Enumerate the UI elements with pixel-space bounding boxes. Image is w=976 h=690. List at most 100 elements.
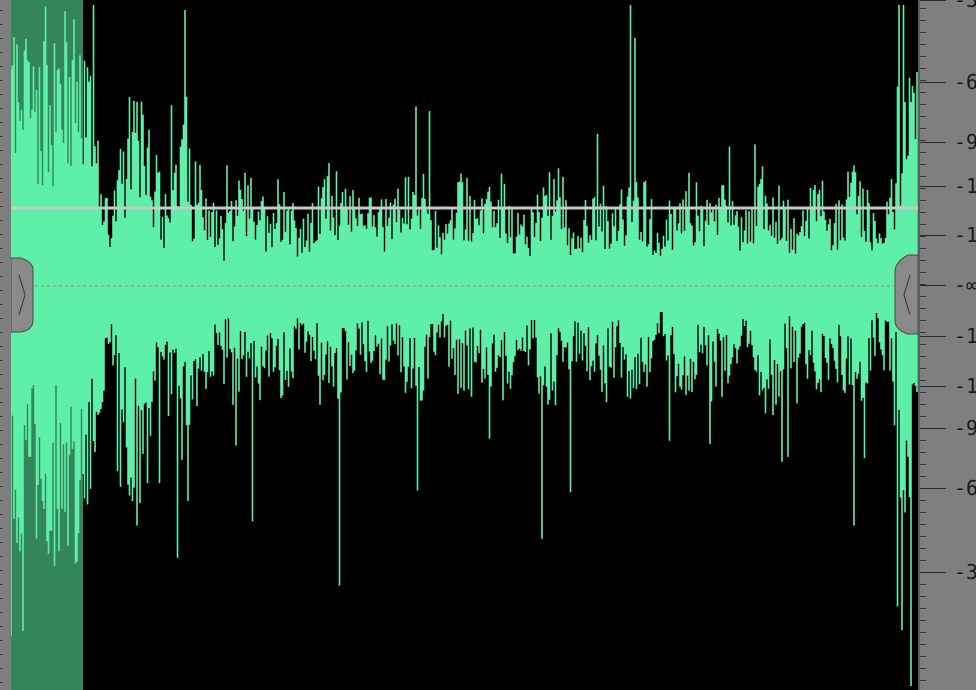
- ruler-tick: [920, 68, 926, 69]
- right-selection-handle[interactable]: [894, 254, 918, 335]
- ruler-label: -1: [954, 174, 976, 198]
- left-ruler-tick: [0, 514, 3, 515]
- ruler-tick: [920, 524, 926, 525]
- left-ruler-tick: [0, 150, 3, 151]
- ruler-tick: [920, 392, 926, 393]
- ruler-tick: [920, 224, 926, 225]
- left-ruler-tick: [0, 612, 3, 613]
- ruler-tick: [920, 560, 926, 561]
- ruler-tick: [920, 620, 926, 621]
- left-ruler-tick: [0, 94, 3, 95]
- ruler-tick: [920, 608, 926, 609]
- ruler-tick: [920, 188, 926, 189]
- left-ruler-tick: [0, 164, 3, 165]
- left-ruler-tick: [0, 346, 3, 347]
- ruler-tick: [920, 656, 926, 657]
- left-ruler-tick: [0, 486, 3, 487]
- ruler-tick: [920, 380, 926, 381]
- left-ruler-tick: [0, 52, 3, 53]
- ruler-tick: [920, 536, 926, 537]
- left-ruler-tick: [0, 276, 3, 277]
- waveform-dense-region: [11, 0, 83, 690]
- ruler-label: -6: [954, 476, 976, 500]
- left-ruler-tick: [0, 430, 3, 431]
- ruler-major-tick: [920, 285, 946, 286]
- ruler-tick: [920, 368, 926, 369]
- ruler-label: -1: [954, 374, 976, 398]
- left-ruler-tick: [0, 500, 3, 501]
- ruler-tick: [920, 464, 926, 465]
- ruler-label: -3: [954, 0, 976, 12]
- ruler-tick: [920, 416, 926, 417]
- ruler-tick: [920, 272, 926, 273]
- ruler-major-tick: [920, 142, 946, 143]
- ruler-label: -9: [954, 130, 976, 154]
- left-ruler-tick: [0, 542, 3, 543]
- ruler-tick: [920, 344, 926, 345]
- left-ruler-tick: [0, 332, 3, 333]
- ruler-tick: [920, 32, 926, 33]
- left-ruler-tick: [0, 318, 3, 319]
- ruler-tick: [920, 56, 926, 57]
- ruler-tick: [920, 260, 926, 261]
- left-ruler-tick: [0, 304, 3, 305]
- ruler-tick: [920, 548, 926, 549]
- ruler-label: -3: [954, 560, 976, 584]
- left-ruler-tick: [0, 402, 3, 403]
- ruler-tick: [920, 476, 926, 477]
- ruler-tick: [920, 8, 926, 9]
- ruler-tick: [920, 680, 926, 681]
- waveform-display[interactable]: [11, 0, 918, 690]
- left-ruler-tick: [0, 178, 3, 179]
- ruler-tick: [920, 404, 926, 405]
- left-ruler-tick: [0, 668, 3, 669]
- ruler-tick: [920, 80, 926, 81]
- left-ruler-tick: [0, 654, 3, 655]
- ruler-tick: [920, 200, 926, 201]
- ruler-tick: [920, 104, 926, 105]
- left-ruler-tick: [0, 10, 3, 11]
- ruler-tick: [920, 332, 926, 333]
- ruler-tick: [920, 128, 926, 129]
- ruler-major-tick: [920, 0, 946, 1]
- left-ruler-tick: [0, 220, 3, 221]
- ruler-tick: [920, 152, 926, 153]
- left-ruler-tick: [0, 108, 3, 109]
- left-ruler-tick: [0, 472, 3, 473]
- left-ruler-tick: [0, 584, 3, 585]
- left-ruler-tick: [0, 528, 3, 529]
- ruler-tick: [920, 596, 926, 597]
- left-ruler-tick: [0, 66, 3, 67]
- left-ruler-tick: [0, 262, 3, 263]
- ruler-major-tick: [920, 82, 946, 83]
- ruler-label: -9: [954, 416, 976, 440]
- ruler-tick: [920, 164, 926, 165]
- ruler-major-tick: [920, 235, 946, 236]
- left-ruler-tick: [0, 374, 3, 375]
- ruler-tick: [920, 356, 926, 357]
- ruler-tick: [920, 248, 926, 249]
- left-ruler-tick: [0, 682, 3, 683]
- left-ruler-tick: [0, 136, 3, 137]
- ruler-tick: [920, 308, 926, 309]
- selection-handle-icon: [11, 257, 34, 333]
- ruler-tick: [920, 452, 926, 453]
- left-ruler-tick: [0, 38, 3, 39]
- ruler-tick: [920, 296, 926, 297]
- ruler-label: -∞: [954, 273, 976, 297]
- ruler-tick: [920, 116, 926, 117]
- ruler-label: -1: [954, 324, 976, 348]
- ruler-major-tick: [920, 572, 946, 573]
- left-ruler-tick: [0, 640, 3, 641]
- ruler-tick: [920, 584, 926, 585]
- ruler-tick: [920, 92, 926, 93]
- left-ruler-tick: [0, 24, 3, 25]
- ruler-tick: [920, 440, 926, 441]
- ruler-tick: [920, 320, 926, 321]
- left-selection-handle[interactable]: [11, 257, 34, 333]
- selection-handle-icon: [894, 254, 918, 335]
- left-ruler-tick: [0, 416, 3, 417]
- ruler-tick: [920, 512, 926, 513]
- ruler-label: -1: [954, 223, 976, 247]
